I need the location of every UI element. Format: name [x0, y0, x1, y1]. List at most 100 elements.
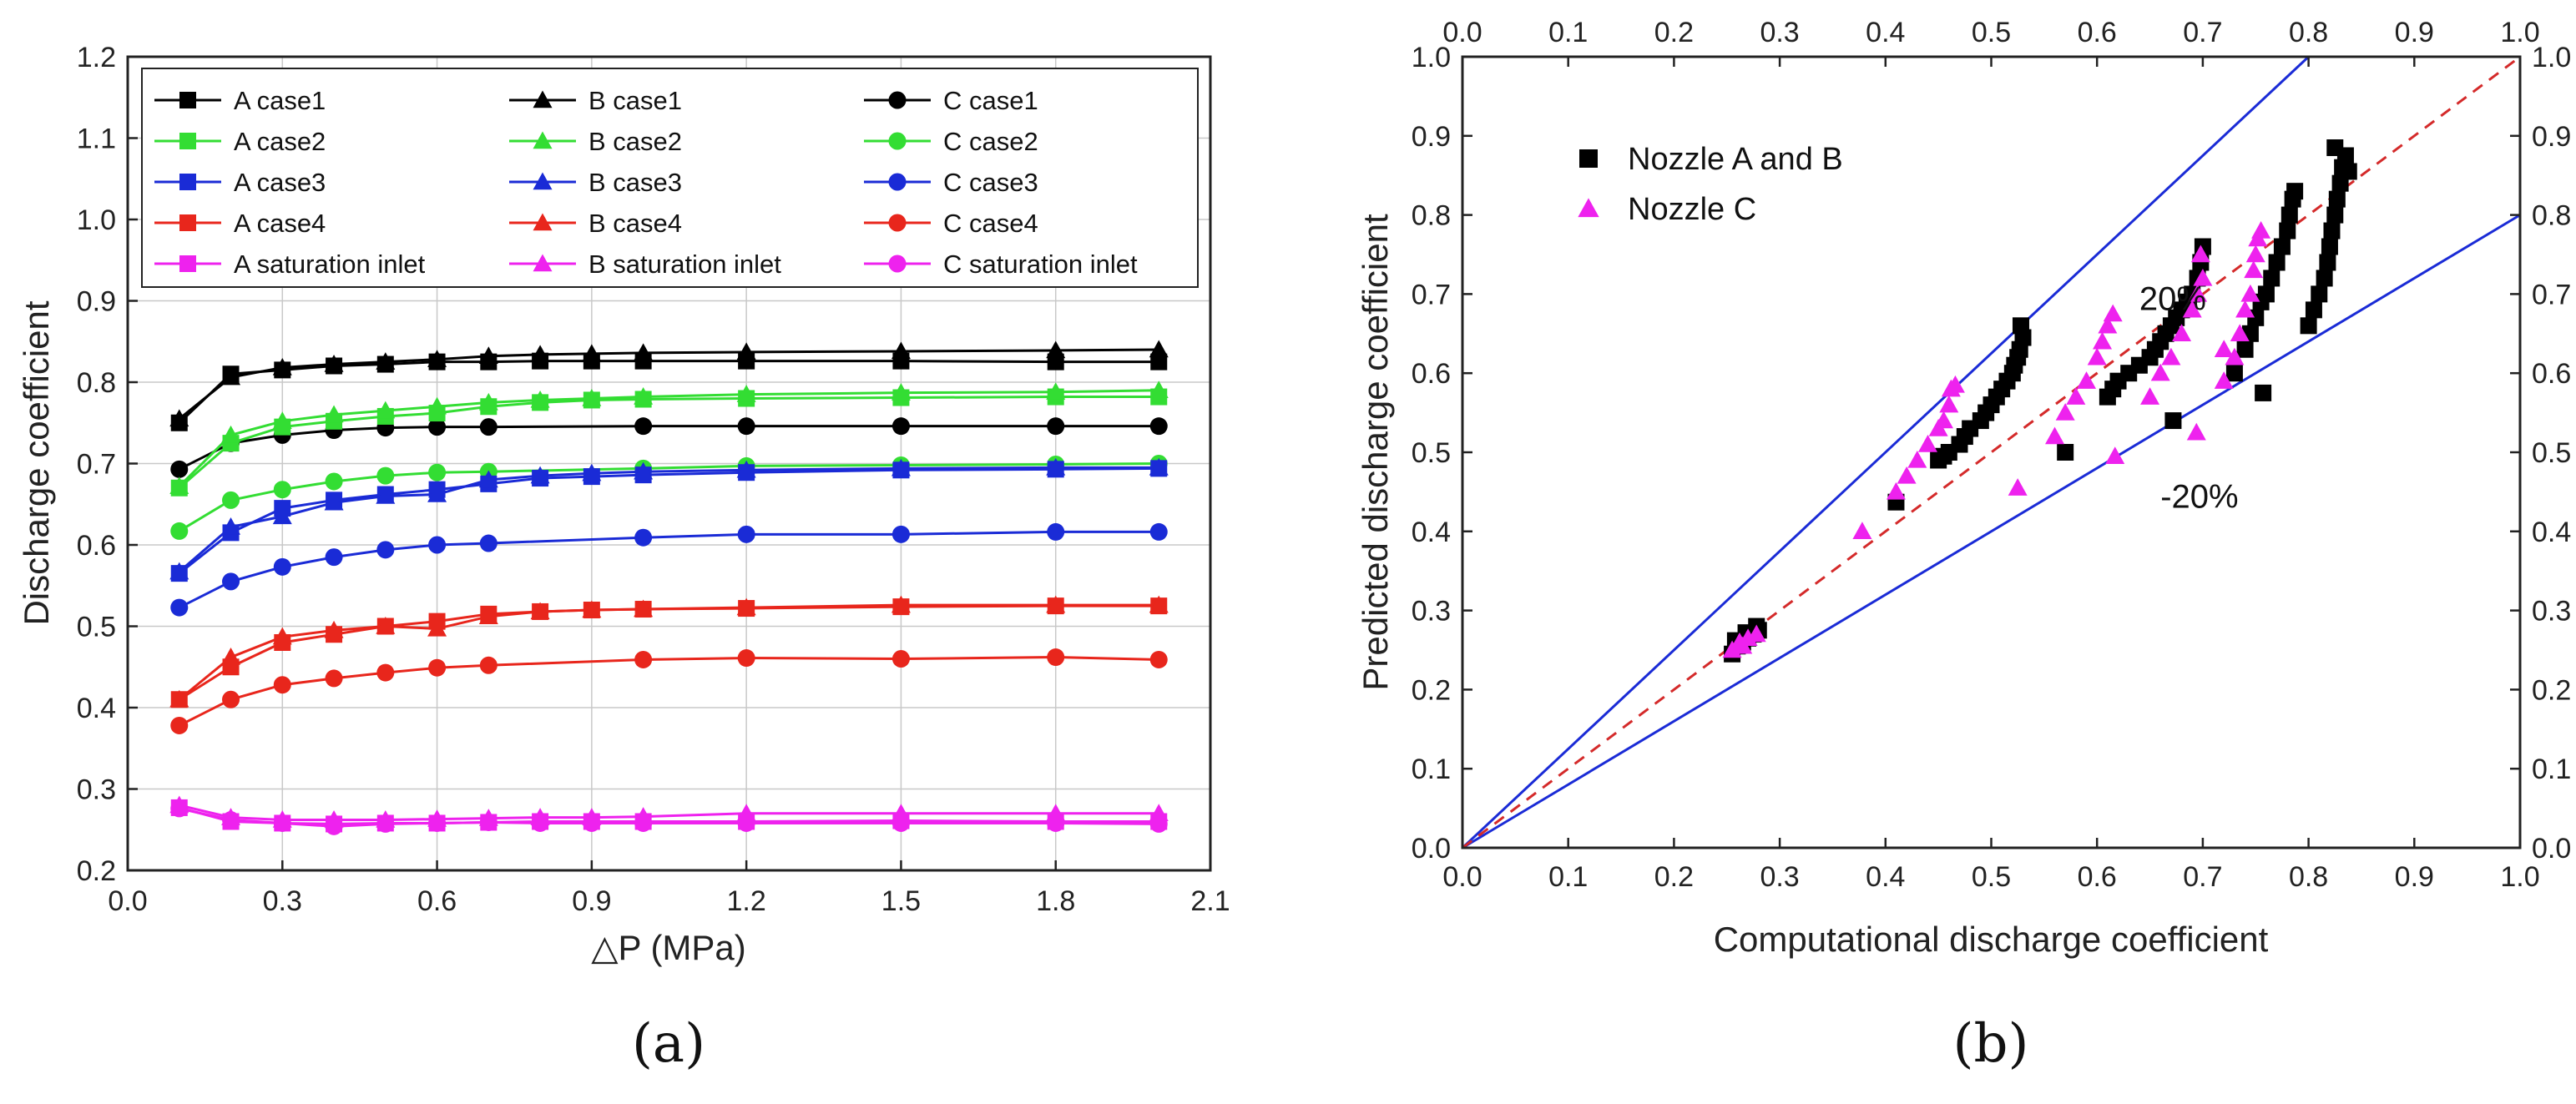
data-point — [1149, 814, 1168, 833]
legend-label: B case3 — [588, 168, 682, 197]
data-point — [891, 341, 911, 360]
data-point — [2103, 304, 2123, 322]
data-point — [1939, 395, 1959, 413]
data-point — [272, 507, 292, 525]
data-point — [2316, 270, 2333, 287]
data-point — [2008, 478, 2028, 496]
data-point — [325, 669, 343, 688]
chart-b-ytick-label-right: 0.4 — [2532, 517, 2571, 548]
chart-b-xtick-label-bottom: 0.5 — [1972, 861, 2011, 893]
data-point — [170, 598, 189, 617]
data-point — [2193, 268, 2213, 286]
legend-label: Nozzle C — [1628, 192, 1756, 227]
chart-a-series-b-case3 — [169, 457, 1169, 580]
data-point — [479, 656, 498, 674]
data-point — [1046, 382, 1066, 400]
chart-a-ytick-label: 0.5 — [77, 612, 116, 643]
chart-b-xtick-label-top: 0.1 — [1548, 17, 1588, 48]
chart-b-ytick-label-right: 0.2 — [2532, 674, 2571, 706]
chart-b-ytick-label-left: 0.5 — [1412, 437, 1451, 469]
legend-item: Nozzle C — [1578, 192, 1756, 227]
data-point — [2326, 139, 2344, 157]
legend-label: A case3 — [234, 168, 326, 197]
chart-a-legend-box — [141, 68, 1199, 288]
data-point — [272, 627, 292, 645]
legend-item: B case2 — [509, 127, 682, 156]
series-line — [178, 360, 1159, 424]
data-point — [2340, 163, 2357, 180]
data-point — [634, 417, 653, 436]
data-point — [325, 472, 343, 491]
chart-b-xtick-label-bottom: 0.1 — [1548, 861, 1588, 893]
chart-a-xtick-label: 1.5 — [881, 885, 921, 917]
legend-item: B saturation inlet — [509, 250, 781, 279]
data-point — [2012, 317, 2029, 335]
data-point — [222, 690, 240, 708]
chart-b-xtick-label-top: 0.2 — [1654, 17, 1694, 48]
data-point — [2140, 387, 2160, 405]
legend-marker — [179, 92, 196, 108]
data-point — [2182, 300, 2202, 318]
legend-item: B case1 — [509, 86, 682, 115]
data-point — [582, 600, 602, 618]
chart-b-xtick-label-top: 1.0 — [2500, 17, 2539, 48]
data-point — [2305, 301, 2322, 319]
data-point — [1907, 450, 1927, 468]
data-point — [1852, 522, 1872, 539]
chart-b-legend: Nozzle A and B Nozzle C — [1578, 142, 1843, 227]
data-point — [2077, 371, 2097, 389]
series-line — [178, 348, 1159, 421]
chart-a-series-c-saturation-inlet — [170, 799, 1168, 835]
annotation-plus20pct: 20% — [2139, 280, 2206, 317]
data-point — [737, 814, 755, 832]
data-point — [2172, 324, 2192, 341]
data-point — [273, 481, 291, 499]
legend-marker — [888, 255, 907, 273]
data-point — [2244, 260, 2264, 279]
chart-b-ytick-label-right: 0.8 — [2532, 200, 2571, 232]
chart-a-ytick-label: 0.6 — [77, 530, 116, 562]
data-point — [582, 344, 602, 362]
data-point — [1149, 595, 1169, 613]
data-point — [478, 346, 498, 364]
data-point — [891, 417, 910, 436]
legend-item: A case4 — [154, 209, 326, 238]
data-point — [2273, 238, 2291, 255]
legend-marker — [533, 131, 553, 149]
data-point — [634, 343, 654, 361]
legend-marker — [888, 214, 907, 232]
data-point — [2055, 403, 2075, 421]
data-point — [428, 418, 447, 436]
data-point — [376, 486, 396, 504]
legend-item: C case3 — [864, 168, 1038, 197]
data-point — [530, 345, 550, 363]
data-point — [428, 658, 447, 677]
data-point — [376, 352, 396, 370]
chart-b-ytick-label-right: 1.0 — [2532, 42, 2571, 73]
data-point — [427, 396, 447, 415]
chart-b-ytick-label-right: 0.1 — [2532, 754, 2571, 785]
chart-b-xtick-label-bottom: 0.7 — [2183, 861, 2222, 893]
panel-b-label: (b) — [1953, 1013, 2029, 1075]
data-point — [634, 528, 653, 547]
data-point — [2087, 347, 2107, 365]
chart-a: 0.0 0.3 0.6 0.9 1.2 1.5 1.8 2.1 0.2 0.3 0.4 0.5 0.6 0… — [17, 42, 1230, 967]
legend-item: C case2 — [864, 127, 1038, 156]
data-point — [1047, 522, 1065, 541]
data-point — [2057, 444, 2074, 461]
data-point — [427, 350, 447, 367]
chart-a-series-c-case4 — [170, 648, 1168, 734]
data-point — [2214, 340, 2234, 357]
data-point — [1933, 411, 1953, 429]
chart-a-ytick-label: 1.2 — [77, 42, 116, 73]
data-point — [2268, 254, 2286, 271]
legend-marker — [179, 255, 196, 272]
legend-marker — [1579, 149, 1598, 168]
data-point — [2093, 331, 2113, 350]
chart-a-ytick-label: 0.7 — [77, 449, 116, 481]
data-point — [583, 814, 601, 832]
data-point — [2066, 387, 2086, 405]
data-point — [376, 401, 396, 419]
chart-a-ytick-label: 0.9 — [77, 286, 116, 318]
data-point — [324, 492, 344, 511]
